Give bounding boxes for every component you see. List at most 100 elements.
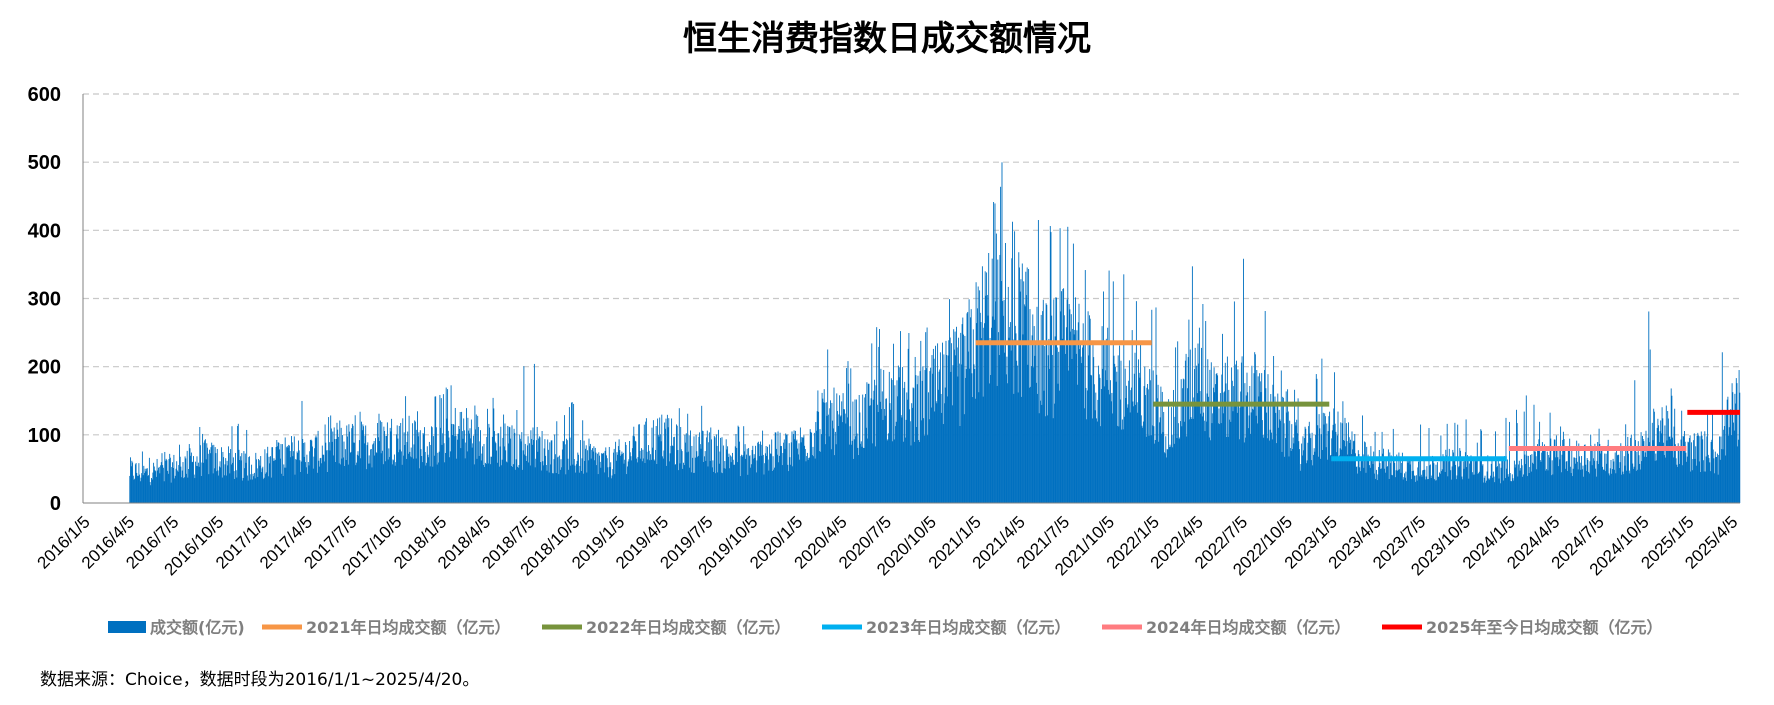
volume-bar [972, 397, 974, 503]
volume-bar [1189, 349, 1191, 503]
volume-bar [148, 457, 150, 503]
volume-bar [417, 411, 418, 503]
volume-bar [452, 434, 453, 503]
volume-bar [1014, 325, 1016, 503]
volume-bar [1457, 467, 1459, 503]
volume-bar [581, 458, 583, 503]
volume-bar [533, 363, 535, 503]
volume-bar [571, 402, 573, 503]
volume-bar [1347, 454, 1349, 503]
volume-bar [221, 477, 223, 503]
volume-bar [886, 398, 887, 503]
volume-bar [357, 451, 359, 503]
volume-bar [1605, 453, 1607, 503]
volume-bar [510, 465, 512, 503]
volume-bar [1404, 473, 1405, 503]
volume-bar [475, 414, 477, 503]
volume-bar [1354, 434, 1356, 503]
volume-bar [895, 426, 897, 503]
volume-bar [1682, 436, 1684, 503]
volume-bar [1041, 404, 1043, 503]
volume-bar [456, 439, 458, 503]
volume-bar [862, 447, 864, 503]
volume-bar [199, 427, 201, 503]
volume-bar [669, 453, 671, 503]
volume-bar [1074, 329, 1076, 503]
volume-bar [1700, 472, 1702, 503]
volume-bar [1089, 315, 1090, 503]
volume-bar [606, 458, 608, 503]
volume-bar [222, 451, 224, 503]
volume-bar [863, 447, 865, 503]
volume-bar [1689, 435, 1691, 503]
volume-bar [1188, 319, 1190, 503]
volume-bar [342, 435, 344, 503]
volume-bar [1659, 431, 1661, 503]
volume-bar [1582, 465, 1584, 503]
volume-bar [1435, 464, 1437, 503]
volume-bar [1183, 379, 1185, 503]
volume-bar [142, 475, 144, 503]
volume-bar [762, 454, 764, 503]
volume-bar [920, 340, 922, 503]
volume-bar [827, 414, 829, 503]
volume-bar [368, 455, 370, 503]
volume-bar [923, 418, 925, 503]
volume-bar [1661, 407, 1663, 503]
volume-bar [928, 392, 929, 503]
volume-bar [1629, 473, 1631, 503]
volume-bar [350, 451, 352, 503]
volume-bar [1246, 372, 1248, 503]
volume-bar [675, 464, 677, 503]
volume-bar [678, 408, 680, 503]
volume-bar [1215, 384, 1216, 503]
volume-bar [708, 432, 710, 503]
volume-bar [991, 258, 993, 503]
volume-bar [1710, 441, 1712, 503]
volume-bar [615, 441, 617, 503]
volume-bar [306, 454, 308, 503]
volume-bar [360, 458, 362, 503]
volume-bar [1400, 472, 1402, 503]
volume-bar [1327, 459, 1328, 503]
volume-bar [870, 398, 872, 503]
volume-bar [1217, 375, 1219, 503]
volume-bar [1148, 435, 1150, 503]
volume-bar [1145, 436, 1147, 503]
volume-bar [1366, 446, 1368, 503]
volume-bar [590, 458, 592, 503]
volume-bar [969, 368, 971, 503]
volume-bar [1665, 405, 1667, 503]
volume-bar [1510, 481, 1512, 503]
volume-bar [1290, 450, 1292, 503]
volume-bar [1072, 328, 1074, 503]
volume-bar [1308, 421, 1310, 503]
volume-bar [420, 449, 422, 503]
volume-bar [435, 427, 437, 503]
volume-bar [1708, 458, 1710, 503]
volume-bar [241, 453, 243, 503]
volume-bar [1563, 439, 1565, 503]
volume-bar [259, 465, 261, 503]
volume-bar [435, 396, 437, 503]
volume-bar [859, 412, 861, 503]
volume-bar [1238, 406, 1240, 503]
volume-bar [1470, 455, 1472, 503]
volume-bar [492, 397, 494, 503]
volume-bar [544, 439, 546, 503]
volume-bar [1026, 267, 1028, 503]
volume-bar [1128, 380, 1130, 503]
volume-bar [918, 440, 920, 503]
volume-bar [176, 461, 178, 503]
volume-bar [1341, 449, 1342, 503]
volume-bar [341, 458, 343, 503]
volume-bar [1271, 432, 1272, 503]
volume-bar [1177, 423, 1179, 503]
volume-bar [1273, 402, 1275, 503]
volume-bar [974, 398, 976, 503]
volume-bar [1438, 476, 1440, 503]
volume-bar [336, 422, 338, 503]
volume-bar [1093, 357, 1095, 503]
volume-bar [501, 465, 502, 503]
volume-bar [983, 327, 985, 503]
